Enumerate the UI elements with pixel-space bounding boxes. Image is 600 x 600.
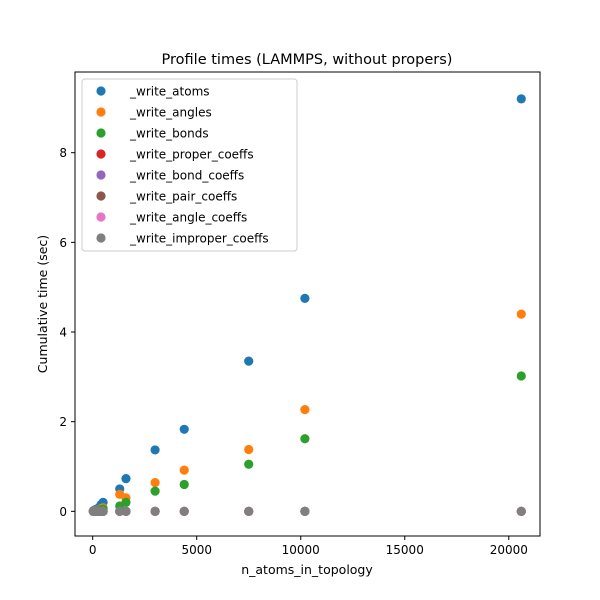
y-tick-label: 8 xyxy=(59,146,67,160)
data-point xyxy=(179,424,189,434)
data-point xyxy=(179,479,189,490)
data-point xyxy=(150,478,160,488)
legend-label: _write_atoms xyxy=(129,85,210,99)
legend-marker xyxy=(96,233,106,243)
data-point xyxy=(98,506,108,516)
legend-label: _write_proper_coeffs xyxy=(129,148,254,162)
data-point xyxy=(516,371,526,381)
data-point xyxy=(244,444,254,455)
data-point xyxy=(300,293,310,303)
y-tick-label: 4 xyxy=(59,326,67,340)
legend-label: _write_angle_coeffs xyxy=(129,211,247,225)
data-point xyxy=(244,459,254,469)
x-tick-label: 0 xyxy=(89,543,97,557)
data-point xyxy=(179,465,189,475)
y-tick-label: 6 xyxy=(59,236,67,250)
x-tick-label: 10000 xyxy=(282,543,320,557)
data-point xyxy=(244,506,254,516)
x-tick-label: 5000 xyxy=(181,543,212,557)
legend-marker xyxy=(96,86,106,96)
legend-marker xyxy=(96,212,106,222)
legend-box xyxy=(81,78,298,252)
plot-area-frame xyxy=(74,71,541,537)
data-point xyxy=(244,356,254,366)
data-point xyxy=(150,506,160,516)
data-point xyxy=(150,486,160,496)
data-point xyxy=(300,404,310,415)
data-point xyxy=(121,474,131,484)
x-axis: 0 5000 10000 15000 20000 xyxy=(89,536,528,557)
legend-label: _write_improper_coeffs xyxy=(129,232,269,246)
x-tick-label: 15000 xyxy=(386,543,424,557)
data-point xyxy=(150,445,160,455)
x-tick-label: 20000 xyxy=(490,543,528,557)
data-point xyxy=(179,506,189,516)
legend-marker xyxy=(96,170,106,180)
data-point xyxy=(121,506,131,516)
legend-marker xyxy=(96,107,106,117)
y-axis: 0 2 4 6 8 xyxy=(59,146,75,519)
y-tick-label: 0 xyxy=(59,505,67,519)
data-point xyxy=(300,434,310,444)
data-point xyxy=(300,506,310,516)
x-axis-title: n_atoms_in_topology xyxy=(241,562,373,577)
legend-marker xyxy=(96,128,106,138)
data-point xyxy=(516,94,526,104)
y-axis-title: Cumulative time (sec) xyxy=(35,235,50,373)
plot-points xyxy=(88,94,526,516)
chart-title: Profile times (LAMMPS, without propers) xyxy=(162,52,453,68)
legend-label: _write_bond_coeffs xyxy=(129,169,244,183)
data-point xyxy=(516,506,526,516)
legend-marker xyxy=(96,191,106,201)
data-point xyxy=(121,497,131,507)
legend-marker xyxy=(96,149,106,159)
legend: _write_atoms _write_angles _write_bonds _wr… xyxy=(81,78,298,252)
legend-label: _write_angles xyxy=(129,106,212,120)
data-point xyxy=(516,309,526,319)
legend-label: _write_bonds xyxy=(129,127,209,141)
y-tick-label: 2 xyxy=(59,415,67,429)
legend-label: _write_pair_coeffs xyxy=(129,190,237,204)
